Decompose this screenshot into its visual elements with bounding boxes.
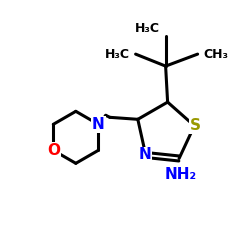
Text: O: O [47,143,60,158]
Text: N: N [138,148,151,162]
Text: N: N [92,117,105,132]
Text: S: S [190,118,201,133]
Text: H₃C: H₃C [105,48,130,60]
Text: NH₂: NH₂ [165,167,197,182]
Text: CH₃: CH₃ [203,48,228,60]
Text: H₃C: H₃C [135,22,160,35]
